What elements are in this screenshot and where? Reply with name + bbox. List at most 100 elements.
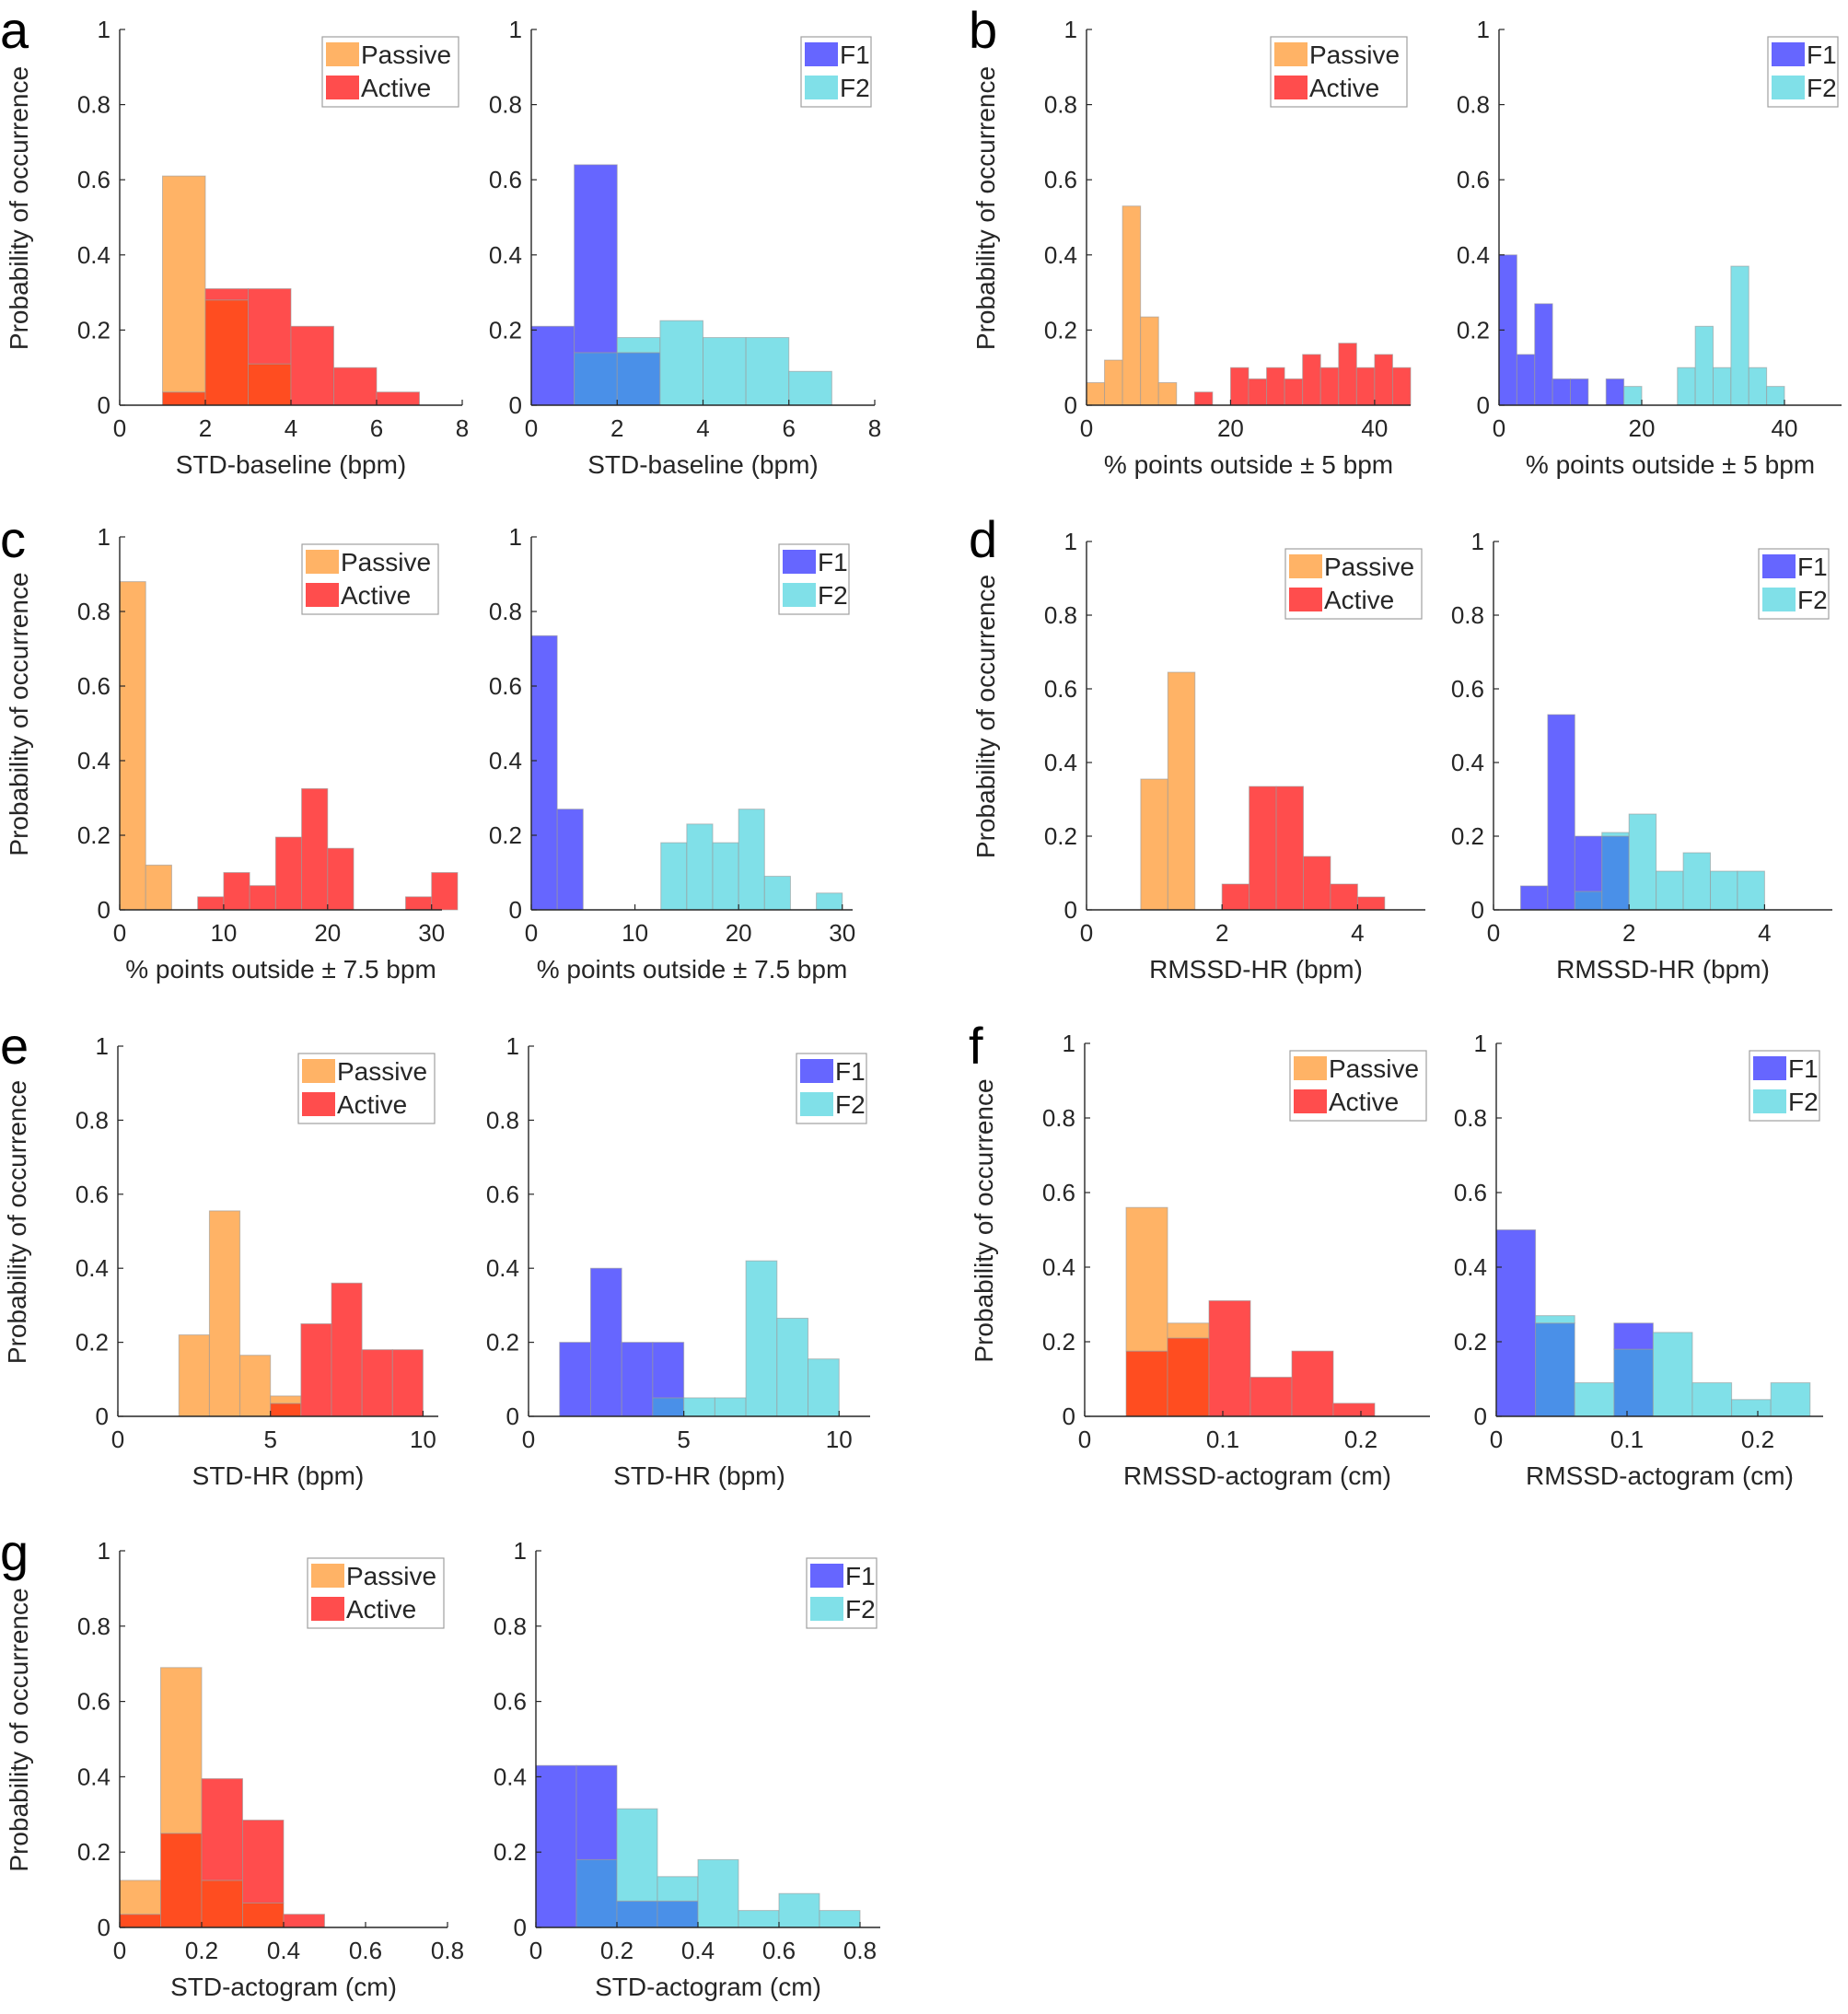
y-tick-label: 0.2 [77,821,110,849]
x-axis-title: % points outside ± 5 bpm [1526,450,1815,479]
bar-f2 [1713,367,1732,406]
bar-f2 [1710,870,1738,911]
bar-f2 [788,370,832,406]
y-tick-label: 0.4 [1044,749,1077,776]
overlap-bar [1167,1337,1210,1417]
x-tick-label: 0.8 [843,1937,877,1964]
y-tick-label: 0.2 [1451,822,1484,850]
y-tick-label: 0.8 [1042,1104,1075,1132]
y-tick-label: 0.2 [1454,1328,1487,1356]
bar-passive [162,175,206,393]
y-tick-label: 0.4 [76,1254,109,1282]
y-tick-label: 0 [514,1914,527,1941]
y-tick-label: 0.8 [1044,91,1077,119]
legend-swatch [1772,76,1805,99]
x-tick-label: 4 [285,414,297,442]
overlap-bar [248,363,292,406]
y-tick-label: 0 [506,1403,519,1430]
bar-f2 [683,1397,715,1417]
overlap-bar [616,352,661,406]
overlap-bar [160,1833,203,1928]
legend-entry: F1 [1797,553,1828,581]
bar-active [204,288,249,301]
y-tick-label: 0.4 [1457,241,1490,269]
bar-f2 [659,320,703,406]
legend-swatch [1762,588,1796,611]
bar-f2 [738,809,765,911]
y-tick-label: 0.4 [77,1763,110,1790]
y-tick-label: 0.2 [77,1838,110,1866]
x-tick-label: 5 [263,1426,276,1453]
x-tick-label: 0.6 [762,1937,796,1964]
bar-f1 [1519,885,1549,911]
bar-f1 [1613,1322,1654,1350]
x-tick-label: 8 [456,414,469,442]
y-tick-label: 0.8 [77,91,110,119]
y-tick-label: 0.2 [494,1838,527,1866]
x-tick-label: 0.6 [349,1937,382,1964]
chart-panel-g2: 0 0.2 0.4 0.6 0.8 1 0 0.2 0.4 0.6 0.8 STD-actogram … [494,1537,880,2001]
bar-f1 [1534,303,1553,406]
bar-f2 [697,1858,739,1928]
bar-f2 [763,876,791,911]
bar-f2 [1682,852,1712,911]
panel-letter-f: f [969,1017,983,1075]
y-tick-label: 0.8 [1457,91,1490,119]
x-tick-label: 0 [1080,919,1093,947]
bars [1495,1229,1811,1417]
bar-passive [160,1667,203,1834]
bar-active [431,872,459,911]
x-tick-label: 20 [1217,414,1244,442]
panel-letter-d: d [969,510,997,568]
y-tick-label: 1 [98,1537,110,1565]
y-tick-label: 1 [1474,1030,1487,1057]
legend-entry: F1 [1788,1054,1819,1083]
y-tick-label: 0.2 [77,316,110,343]
legend-entry: F2 [845,1595,876,1624]
y-axis-title: Probability of occurrence [3,1080,31,1364]
x-tick-label: 10 [826,1426,853,1453]
bar-f2 [1691,1382,1733,1417]
bar-f1 [530,325,575,406]
y-tick-label: 0.2 [76,1329,109,1356]
x-axis-title: STD-actogram (cm) [170,1973,397,2001]
y-tick-label: 0.8 [489,598,522,625]
bar-active [1303,856,1331,911]
legend: Passive Active [307,1557,445,1629]
bars [119,581,459,911]
x-tick-label: 0.2 [1344,1426,1377,1453]
bar-f2 [616,337,661,354]
legend-entry: Active [1309,74,1379,102]
bar-f2 [1677,367,1696,406]
bars [1498,254,1785,406]
bar-f2 [657,1876,699,1902]
x-tick-label: 30 [418,919,445,947]
bar-active [1355,367,1376,406]
legend-entry: Active [361,74,431,102]
legend-entry: F2 [1807,74,1837,102]
y-tick-label: 0.6 [1451,675,1484,703]
y-tick-label: 0.8 [1451,601,1484,629]
bar-passive [239,1355,272,1417]
legend-swatch [1274,76,1308,99]
bar-f1 [1495,1229,1537,1417]
chart-panel-c: 00.20.40.60.810 10 20 30% points outside ± … [5,523,459,984]
bar-active [333,367,378,406]
bar-active [274,836,303,911]
x-axis-title: RMSSD-HR (bpm) [1149,955,1363,984]
bars [1125,1206,1376,1417]
bar-f1 [621,1342,654,1417]
x-tick-label: 0 [1493,414,1505,442]
bar-active [1319,367,1340,406]
legend-swatch [1772,42,1805,66]
y-tick-label: 0.4 [486,1254,519,1282]
y-tick-label: 1 [509,523,522,551]
bar-active [1330,883,1358,911]
legend-entry: Passive [346,1562,436,1590]
x-axis-title: RMSSD-actogram (cm) [1526,1461,1794,1490]
y-tick-label: 0.8 [489,91,522,119]
bar-f2 [745,337,790,406]
x-tick-label: 20 [1629,414,1656,442]
